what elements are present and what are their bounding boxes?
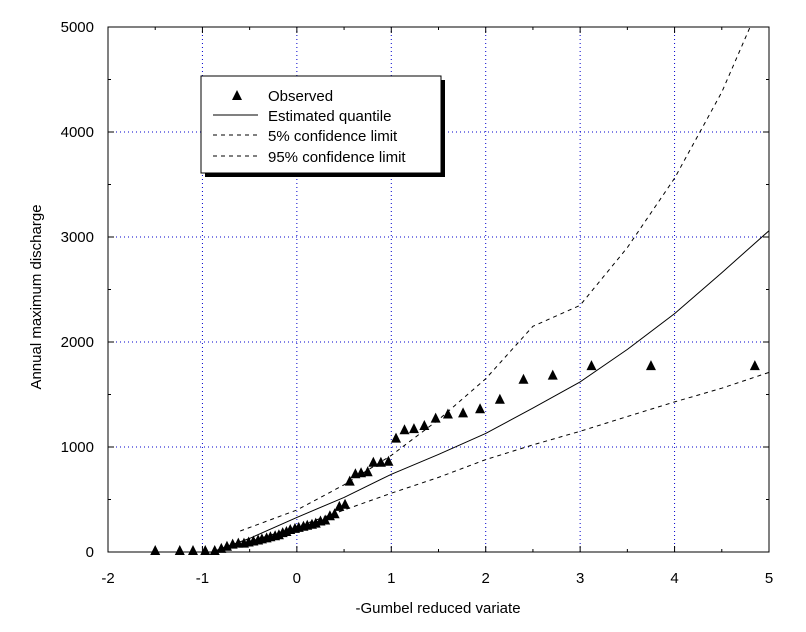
x-tick-label: 4 (670, 570, 678, 587)
observed-point (344, 475, 355, 486)
observed-points (150, 360, 760, 555)
series-lines (211, 26, 770, 553)
y-tick-label: 2000 (61, 334, 94, 351)
observed-point (200, 544, 211, 555)
observed-point (430, 412, 441, 423)
observed-point (645, 360, 656, 371)
observed-point (475, 403, 486, 414)
observed-point (586, 360, 597, 371)
x-tick-label: 0 (293, 570, 301, 587)
series-line-1 (211, 230, 770, 553)
observed-point (187, 544, 198, 555)
y-tick-label: 4000 (61, 124, 94, 141)
y-axis-title: Annual maximum discharge (28, 204, 45, 389)
y-tick-label: 5000 (61, 19, 94, 36)
observed-point (329, 508, 340, 519)
observed-point (391, 432, 402, 443)
x-tick-label: 5 (765, 570, 773, 587)
observed-point (320, 514, 331, 525)
observed-point (375, 456, 386, 467)
observed-point (174, 544, 185, 555)
x-tick-label: 2 (482, 570, 490, 587)
observed-point (399, 424, 410, 435)
series-line-2 (240, 371, 770, 546)
observed-point (408, 423, 419, 434)
legend-triangle-marker (232, 90, 242, 100)
legend: Observed Estimated quantile 5% confidenc… (200, 75, 445, 177)
series-line-3 (240, 26, 751, 532)
observed-point (458, 407, 469, 418)
legend-label-observed: Observed (268, 88, 333, 105)
y-tick-label: 0 (86, 544, 94, 561)
observed-point (749, 360, 760, 371)
observed-point (442, 408, 453, 419)
observed-point (547, 369, 558, 380)
y-tick-label: 3000 (61, 229, 94, 246)
x-tick-labels: -2 -1 0 1 2 3 4 5 (101, 570, 773, 587)
x-tick-label: 1 (387, 570, 395, 587)
legend-label-estimated: Estimated quantile (268, 108, 391, 125)
observed-point (383, 455, 394, 466)
x-tick-label: -1 (196, 570, 209, 587)
x-tick-label: -2 (101, 570, 114, 587)
observed-point (368, 456, 379, 467)
observed-point (518, 373, 529, 384)
x-axis-title: -Gumbel reduced variate (355, 600, 520, 617)
legend-label-5pct: 5% confidence limit (268, 128, 398, 145)
observed-point (340, 498, 351, 509)
observed-point (362, 466, 373, 477)
axis-ticks (107, 26, 770, 553)
legend-label-95pct: 95% confidence limit (268, 149, 406, 166)
legend-box (200, 75, 442, 174)
y-tick-labels: 0 1000 2000 3000 4000 5000 (61, 19, 94, 561)
x-tick-label: 3 (576, 570, 584, 587)
observed-point (494, 393, 505, 404)
y-tick-label: 1000 (61, 439, 94, 456)
observed-point (419, 420, 430, 430)
